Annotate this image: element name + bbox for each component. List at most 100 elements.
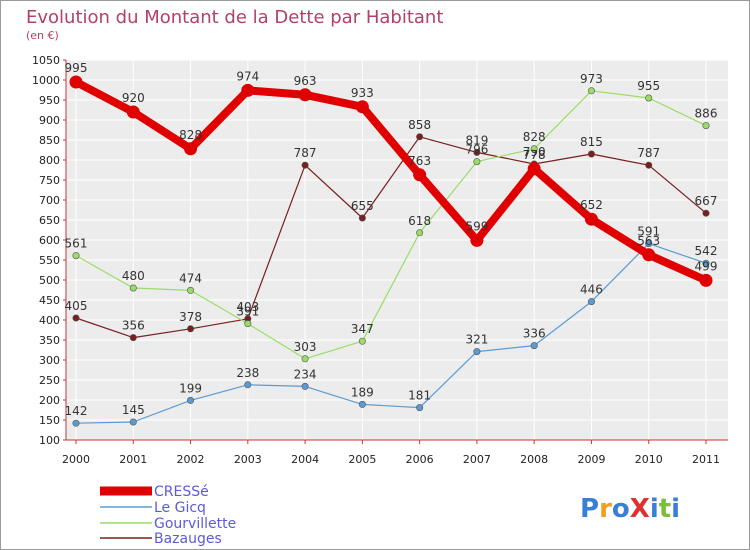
legend-label: CRESSé [154, 484, 209, 500]
data-label: 199 [179, 381, 202, 395]
x-tick-label: 2003 [234, 453, 262, 466]
data-point [301, 382, 309, 390]
data-point [587, 298, 595, 306]
data-point [587, 87, 595, 95]
data-label: 796 [465, 143, 488, 157]
data-label: 145 [122, 403, 145, 417]
data-point [301, 355, 309, 363]
data-point [72, 252, 80, 260]
data-label: 599 [465, 219, 488, 233]
data-label: 321 [465, 333, 488, 347]
data-point [72, 419, 80, 427]
data-label: 474 [179, 271, 202, 285]
x-tick-label: 2007 [463, 453, 491, 466]
data-label: 189 [351, 385, 374, 399]
y-tick-label: 450 [39, 294, 60, 307]
data-label: 618 [408, 214, 431, 228]
series-line-le-gicq [75, 243, 707, 424]
data-point [298, 88, 312, 102]
data-label: 591 [637, 225, 660, 239]
data-point [187, 396, 195, 404]
data-label: 405 [65, 299, 88, 313]
data-label: 356 [122, 319, 145, 333]
data-point [473, 348, 481, 356]
data-point [584, 212, 598, 226]
y-tick-label: 1050 [32, 54, 60, 67]
data-point [358, 214, 366, 222]
data-label: 499 [695, 259, 718, 273]
data-label: 142 [65, 404, 88, 418]
data-point [645, 94, 653, 102]
series-line-bazauges [75, 136, 707, 339]
data-point [129, 284, 137, 292]
data-label: 933 [351, 86, 374, 100]
data-label: 787 [637, 146, 660, 160]
series-line-gourvillette [75, 90, 707, 360]
data-point [416, 229, 424, 237]
data-label: 828 [179, 128, 202, 142]
data-point [241, 83, 255, 97]
data-point [530, 342, 538, 350]
data-point [126, 105, 140, 119]
data-label: 819 [465, 133, 488, 147]
data-label: 652 [580, 198, 603, 212]
data-label: 542 [695, 244, 718, 258]
data-point [69, 75, 83, 89]
y-tick-label: 850 [39, 134, 60, 147]
data-label: 920 [122, 91, 145, 105]
data-point [702, 209, 710, 217]
data-point [358, 337, 366, 345]
legend-label: Gourvillette [154, 516, 236, 532]
x-tick-label: 2008 [520, 453, 548, 466]
x-tick-label: 2011 [692, 453, 720, 466]
data-label: 563 [637, 234, 660, 248]
y-tick-label: 650 [39, 214, 60, 227]
data-point [527, 162, 541, 176]
y-tick-label: 100 [39, 434, 60, 447]
plot-area [66, 60, 728, 440]
data-label: 955 [637, 79, 660, 93]
data-point [473, 148, 481, 156]
data-point [587, 150, 595, 158]
data-point [355, 100, 369, 114]
data-point [413, 168, 427, 182]
y-tick-label: 700 [39, 194, 60, 207]
x-tick-label: 2001 [119, 453, 147, 466]
y-tick-label: 800 [39, 154, 60, 167]
legend-label: Bazauges [154, 531, 222, 547]
x-tick-label: 2006 [406, 453, 434, 466]
data-label: 347 [351, 322, 374, 336]
data-label: 828 [523, 130, 546, 144]
y-tick-label: 350 [39, 334, 60, 347]
x-tick-label: 2002 [177, 453, 205, 466]
data-label: 238 [236, 366, 259, 380]
proxiti-logo: ProXiti [580, 494, 680, 524]
data-point [187, 286, 195, 294]
data-label: 181 [408, 389, 431, 403]
data-label: 480 [122, 269, 145, 283]
x-tick-label: 2005 [348, 453, 376, 466]
data-label: 303 [294, 340, 317, 354]
y-tick-label: 250 [39, 374, 60, 387]
data-label: 234 [294, 367, 317, 381]
legend-label: Le Gicq [154, 500, 206, 516]
y-tick-label: 200 [39, 394, 60, 407]
data-point [642, 248, 656, 262]
data-label: 446 [580, 283, 603, 297]
data-point [416, 133, 424, 141]
chart-subtitle: (en €) [26, 29, 59, 42]
data-label: 778 [523, 148, 546, 162]
data-label: 974 [236, 69, 259, 83]
x-tick-label: 2000 [62, 453, 90, 466]
data-label: 391 [236, 305, 259, 319]
y-tick-label: 400 [39, 314, 60, 327]
data-label: 815 [580, 135, 603, 149]
data-point [244, 381, 252, 389]
data-point [416, 404, 424, 412]
y-tick-label: 500 [39, 274, 60, 287]
data-label: 561 [65, 237, 88, 251]
x-tick-label: 2010 [635, 453, 663, 466]
x-tick-label: 2009 [577, 453, 605, 466]
data-label: 995 [65, 61, 88, 75]
